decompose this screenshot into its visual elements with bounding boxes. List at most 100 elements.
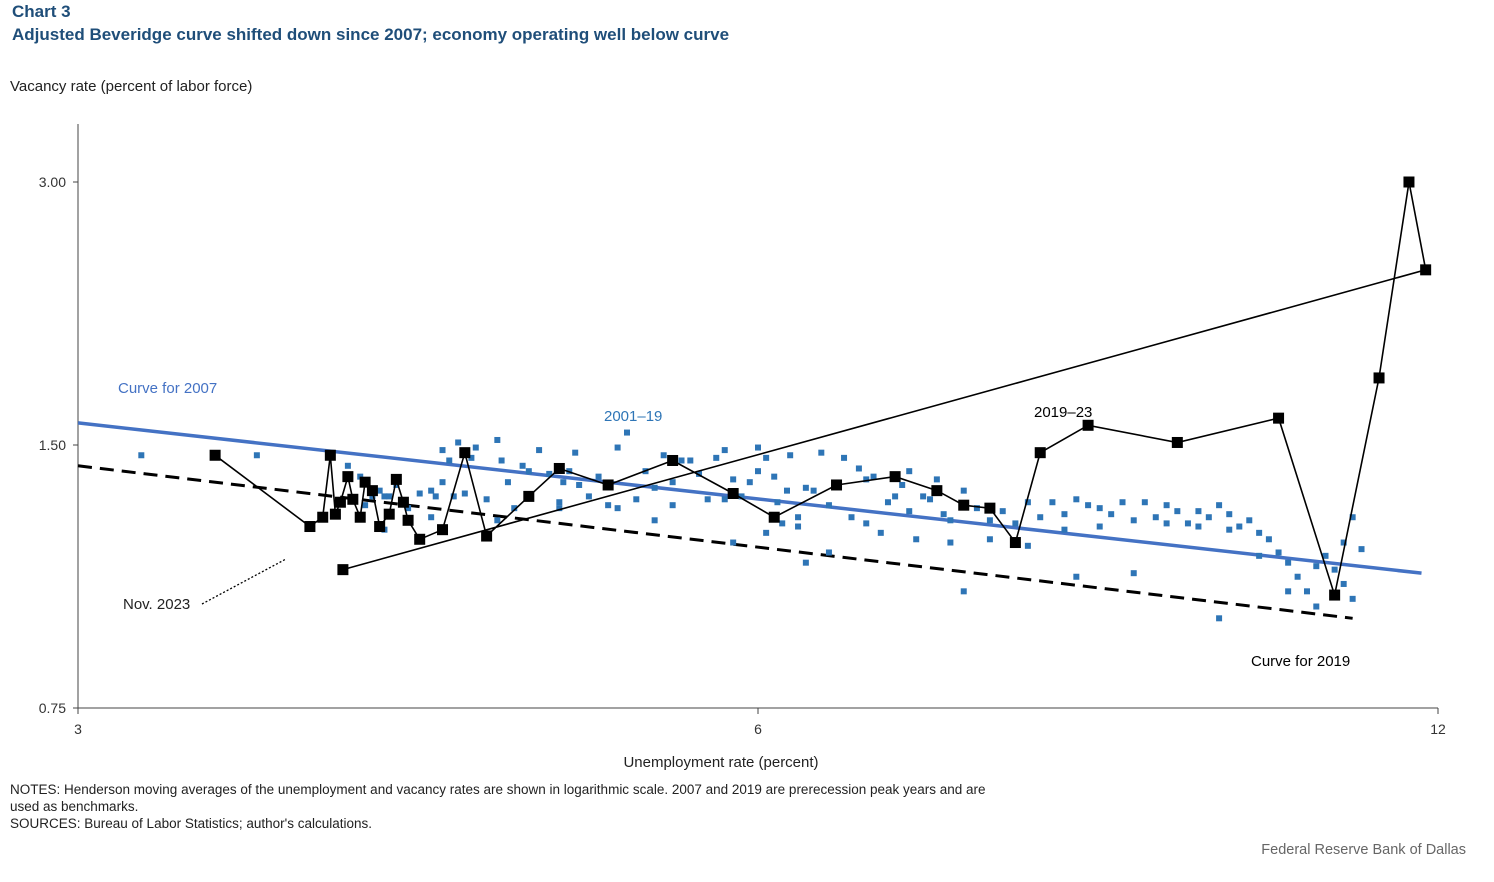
point-2001-19 xyxy=(1152,514,1159,521)
point-2019-23 xyxy=(414,533,426,545)
point-2001-19 xyxy=(779,520,786,527)
point-2001-19 xyxy=(973,505,980,512)
point-2001-19 xyxy=(986,536,993,543)
point-2019-23 xyxy=(397,496,409,508)
point-2019-23 xyxy=(602,479,614,491)
point-2001-19 xyxy=(1265,536,1272,543)
y-tick-label: 1.50 xyxy=(39,437,66,453)
point-2001-19 xyxy=(483,496,490,503)
point-2001-19 xyxy=(1049,499,1056,506)
credit: Federal Reserve Bank of Dallas xyxy=(1261,842,1466,858)
point-2001-19 xyxy=(1130,517,1137,524)
point-2001-19 xyxy=(870,473,877,480)
point-2001-19 xyxy=(446,457,453,464)
point-2001-19 xyxy=(763,454,770,461)
point-2001-19 xyxy=(253,452,260,459)
point-2001-19 xyxy=(795,514,802,521)
point-2001-19 xyxy=(713,454,720,461)
point-2001-19 xyxy=(892,493,899,500)
point-2001-19 xyxy=(416,490,423,497)
point-2001-19 xyxy=(450,493,457,500)
point-2001-19 xyxy=(730,539,737,546)
point-2019-23 xyxy=(390,473,402,485)
point-2001-19 xyxy=(763,529,770,536)
point-2001-19 xyxy=(572,449,579,456)
point-2001-19 xyxy=(774,499,781,506)
point-2001-19 xyxy=(660,452,667,459)
point-2001-19 xyxy=(519,462,526,469)
point-2001-19 xyxy=(138,452,145,459)
point-2001-19 xyxy=(432,493,439,500)
point-2001-19 xyxy=(1285,559,1292,566)
point-2001-19 xyxy=(1195,508,1202,515)
point-2001-19 xyxy=(614,505,621,512)
point-2001-19 xyxy=(362,502,369,509)
point-2001-19 xyxy=(687,457,694,464)
point-2001-19 xyxy=(947,517,954,524)
point-2001-19 xyxy=(787,452,794,459)
point-2001-19 xyxy=(386,493,393,500)
point-2019-23 xyxy=(1420,264,1432,276)
benchmark-curves xyxy=(77,421,1422,620)
point-2001-19 xyxy=(795,523,802,530)
point-2001-19 xyxy=(746,479,753,486)
x-tick-label: 6 xyxy=(754,721,762,737)
point-2019-23 xyxy=(667,454,679,466)
point-2001-19 xyxy=(755,468,761,475)
point-2019-23 xyxy=(329,508,341,520)
point-2001-19 xyxy=(1037,514,1044,521)
point-2001-19 xyxy=(738,493,745,500)
point-2001-19 xyxy=(1226,526,1233,533)
point-2001-19 xyxy=(1340,580,1347,587)
x-axis-label: Unemployment rate (percent) xyxy=(623,754,819,771)
point-2019-23 xyxy=(768,511,780,523)
point-2001-19 xyxy=(504,479,511,486)
point-2001-19 xyxy=(1331,566,1338,573)
point-2001-19 xyxy=(405,505,412,512)
point-2001-19 xyxy=(381,493,388,500)
point-2019-23 xyxy=(523,490,535,502)
point-2001-19 xyxy=(1322,552,1329,559)
point-2001-19 xyxy=(863,476,870,483)
point-2001-19 xyxy=(376,487,383,494)
point-2001-19 xyxy=(556,505,563,512)
point-2001-19 xyxy=(669,502,676,509)
point-2001-19 xyxy=(651,517,658,524)
point-2001-19 xyxy=(1340,539,1347,546)
point-2019-23 xyxy=(727,488,739,500)
point-2001-19 xyxy=(468,454,475,461)
point-2001-19 xyxy=(960,588,967,595)
point-2001-19 xyxy=(461,490,468,497)
notes-text: NOTES: Henderson moving averages of the … xyxy=(10,782,986,814)
chart-title: Adjusted Beveridge curve shifted down si… xyxy=(12,25,730,44)
point-2001-19 xyxy=(428,487,435,494)
point-2019-23 xyxy=(374,521,386,533)
point-2001-19 xyxy=(1141,499,1148,506)
chart-number: Chart 3 xyxy=(12,2,71,21)
point-2019-23 xyxy=(359,476,371,488)
point-2019-23 xyxy=(1034,447,1046,459)
point-2001-19 xyxy=(605,502,612,509)
point-2019-23 xyxy=(481,530,493,542)
point-2001-19 xyxy=(927,496,934,503)
point-2019-23 xyxy=(342,471,354,483)
y-tick-label: 3.00 xyxy=(39,174,66,190)
point-2019-23 xyxy=(334,496,346,508)
point-2001-19 xyxy=(1216,502,1223,509)
point-2001-19 xyxy=(1216,615,1223,622)
point-2001-19 xyxy=(511,505,518,512)
point-2001-19 xyxy=(1073,496,1080,503)
chart-annotations: Curve for 2007 2001–19 2019–23 Curve for… xyxy=(118,380,1350,670)
point-2019-23 xyxy=(1403,176,1415,188)
point-2001-19 xyxy=(818,449,825,456)
point-2001-19 xyxy=(536,447,543,454)
point-2001-19 xyxy=(1163,520,1170,527)
point-2019-23 xyxy=(347,493,359,505)
point-2001-19 xyxy=(614,444,621,451)
point-2001-19 xyxy=(439,479,446,486)
point-2001-19 xyxy=(947,539,954,546)
point-2001-19 xyxy=(1256,529,1263,536)
point-2001-19 xyxy=(494,436,501,443)
point-2001-19 xyxy=(1236,523,1243,530)
point-2001-19 xyxy=(848,514,855,521)
